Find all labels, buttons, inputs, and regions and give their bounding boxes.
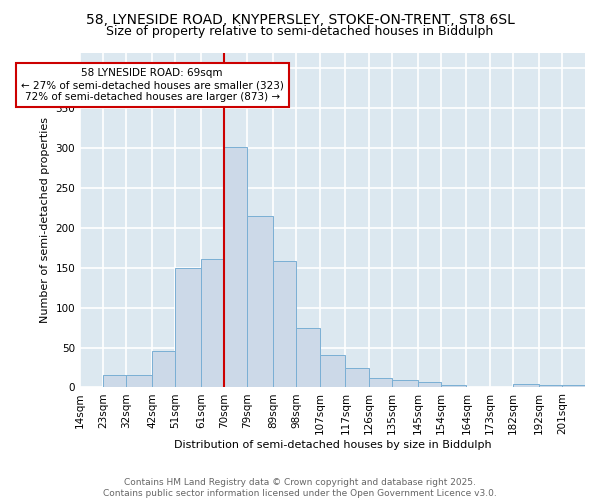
Bar	[441, 385, 466, 388]
Bar	[224, 146, 247, 388]
Bar	[320, 355, 346, 388]
Bar	[127, 376, 152, 388]
Bar	[513, 384, 539, 388]
Bar	[247, 216, 273, 388]
Bar	[152, 351, 175, 388]
Bar	[466, 386, 490, 388]
Y-axis label: Number of semi-detached properties: Number of semi-detached properties	[40, 117, 50, 323]
Text: 58, LYNESIDE ROAD, KNYPERSLEY, STOKE-ON-TRENT, ST8 6SL: 58, LYNESIDE ROAD, KNYPERSLEY, STOKE-ON-…	[86, 12, 514, 26]
Bar	[539, 385, 562, 388]
Text: Contains HM Land Registry data © Crown copyright and database right 2025.
Contai: Contains HM Land Registry data © Crown c…	[103, 478, 497, 498]
Bar	[562, 385, 585, 388]
X-axis label: Distribution of semi-detached houses by size in Biddulph: Distribution of semi-detached houses by …	[173, 440, 491, 450]
Bar	[346, 368, 368, 388]
Bar	[273, 262, 296, 388]
Bar	[201, 259, 224, 388]
Bar	[418, 382, 441, 388]
Bar	[392, 380, 418, 388]
Bar	[296, 328, 320, 388]
Bar	[175, 268, 201, 388]
Bar	[103, 376, 127, 388]
Text: 58 LYNESIDE ROAD: 69sqm
← 27% of semi-detached houses are smaller (323)
72% of s: 58 LYNESIDE ROAD: 69sqm ← 27% of semi-de…	[21, 68, 284, 102]
Bar	[368, 378, 392, 388]
Text: Size of property relative to semi-detached houses in Biddulph: Size of property relative to semi-detach…	[106, 25, 494, 38]
